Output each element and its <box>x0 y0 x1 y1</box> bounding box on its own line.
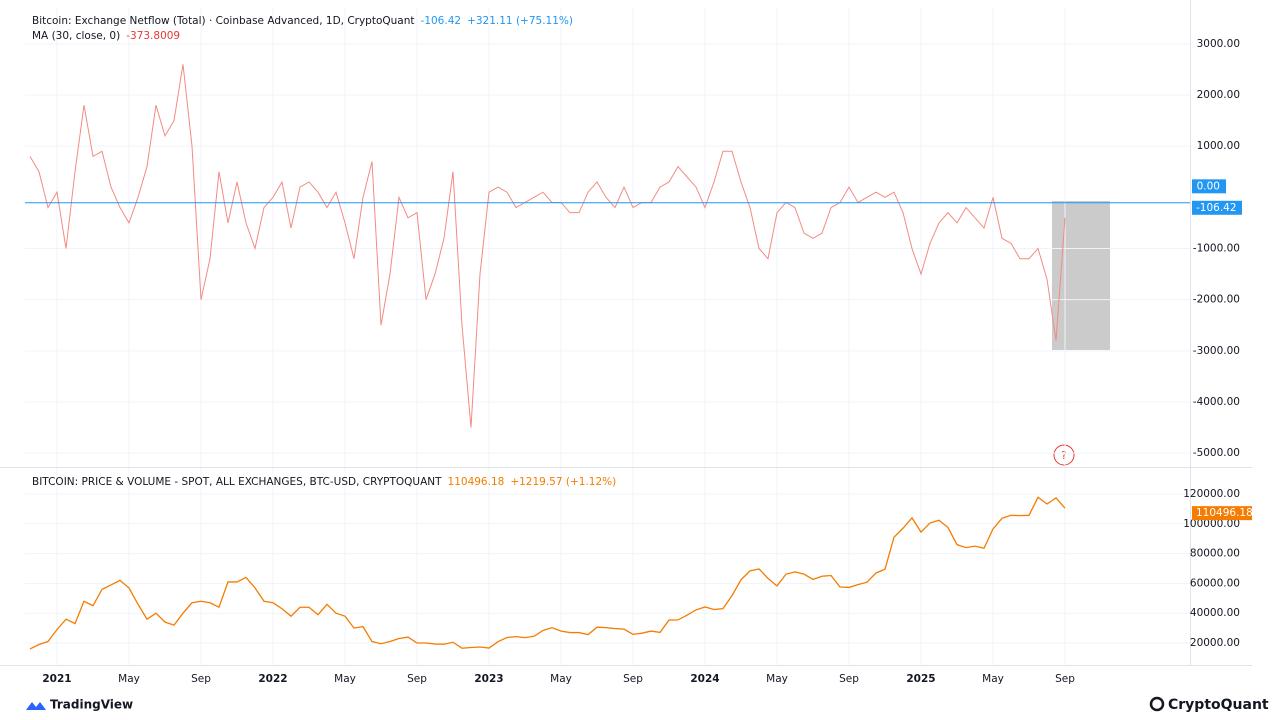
x-tick-label: Sep <box>407 673 427 685</box>
x-tick-label: Sep <box>191 673 211 685</box>
y-tick-label: 20000.00 <box>1190 637 1240 649</box>
last-value-badge <box>1192 200 1242 215</box>
pane-title: Bitcoin: Exchange Netflow (Total) · Coin… <box>32 15 415 27</box>
selection-box <box>1052 201 1110 350</box>
y-tick-label: -4000.00 <box>1193 396 1240 408</box>
x-tick-label: 2024 <box>690 673 719 685</box>
y-tick-label: 120000.00 <box>1183 488 1240 500</box>
x-tick-label: 2021 <box>42 673 71 685</box>
last-value-badge-label: -106.42 <box>1196 202 1237 214</box>
x-tick-label: May <box>118 673 140 685</box>
y-tick-label: 1000.00 <box>1197 140 1240 152</box>
y-tick-label: -3000.00 <box>1193 345 1240 357</box>
annotation-text[interactable]: ? <box>1061 450 1067 462</box>
x-tick-label: Sep <box>623 673 643 685</box>
footer-right: CryptoQuant <box>1168 697 1269 713</box>
series-line <box>29 496 1066 650</box>
pane-title: BITCOIN: PRICE & VOLUME - SPOT, ALL EXCH… <box>32 476 442 488</box>
last-value-badge-label: 110496.18 <box>1196 507 1253 519</box>
footer-left[interactable]: TradingView <box>50 698 133 712</box>
cryptoquant-logo: CryptoQuant <box>1149 696 1269 713</box>
y-tick-label: 40000.00 <box>1190 607 1240 619</box>
y-tick-label: 60000.00 <box>1190 577 1240 589</box>
x-tick-label: Sep <box>839 673 859 685</box>
last-value: 110496.18 <box>448 476 505 488</box>
y-tick-label: -1000.00 <box>1193 243 1240 255</box>
y-tick-label: 2000.00 <box>1197 89 1240 101</box>
x-tick-label: May <box>334 673 356 685</box>
axis-badge <box>1192 179 1226 194</box>
change-value: +321.11 (+75.11%) <box>467 15 573 27</box>
logo-icon <box>26 702 46 710</box>
x-tick-label: 2023 <box>474 673 503 685</box>
y-tick-label: 100000.00 <box>1183 518 1240 530</box>
x-tick-label: May <box>982 673 1004 685</box>
y-tick-label: 3000.00 <box>1197 38 1240 50</box>
y-tick-label: -2000.00 <box>1193 294 1240 306</box>
series-line <box>29 64 1066 428</box>
x-tick-label: 2025 <box>906 673 935 685</box>
legend-value: -373.8009 <box>126 30 180 42</box>
annotation-circle[interactable] <box>1053 444 1075 466</box>
last-value: -106.42 <box>421 15 462 27</box>
x-tick-label: Sep <box>1055 673 1075 685</box>
last-value-badge <box>1192 506 1252 521</box>
y-tick-label: 80000.00 <box>1190 548 1240 560</box>
x-tick-label: May <box>766 673 788 685</box>
legend-name: MA (30, close, 0) <box>32 30 120 42</box>
change-value: +1219.57 (+1.12%) <box>510 476 616 488</box>
logo-icon <box>1149 696 1165 712</box>
x-tick-label: 2022 <box>258 673 287 685</box>
y-tick-label: -5000.00 <box>1193 447 1240 459</box>
x-tick-label: May <box>550 673 572 685</box>
tradingview-logo[interactable]: TradingView <box>26 698 133 712</box>
axis-badge-label: 0.00 <box>1197 180 1220 192</box>
